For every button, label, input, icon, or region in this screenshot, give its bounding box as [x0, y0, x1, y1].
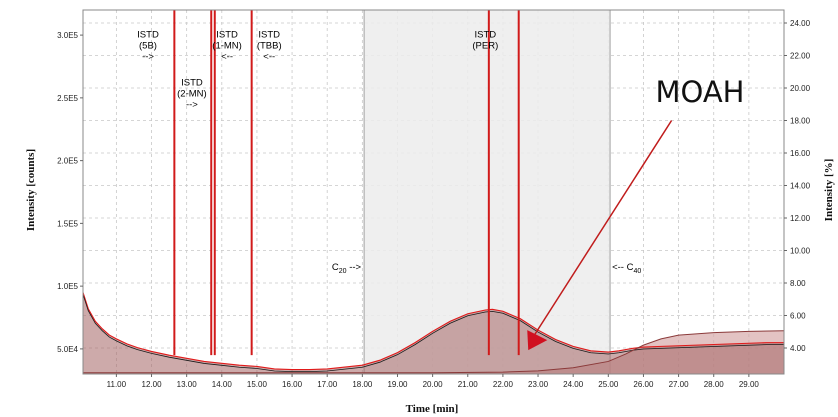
y2-tick-label: 12.00 — [790, 214, 811, 223]
x-tick-label: 15.00 — [247, 380, 268, 389]
x-tick-label: 11.00 — [107, 380, 127, 389]
y2-tick-label: 8.00 — [790, 279, 806, 288]
x-tick-label: 27.00 — [669, 380, 690, 389]
y2-tick-label: 6.00 — [790, 312, 806, 321]
moah-label: MOAH — [656, 75, 745, 109]
y-tick-label: 1.5E5 — [57, 219, 78, 228]
y2-tick-label: 18.00 — [790, 117, 811, 126]
y2-tick-label: 24.00 — [790, 19, 811, 28]
x-tick-label: 25.00 — [598, 380, 619, 389]
x-tick-label: 22.00 — [493, 380, 514, 389]
x-tick-label: 26.00 — [633, 380, 654, 389]
region-start-label: C20 --> — [332, 262, 362, 275]
x-tick-label: 12.00 — [142, 380, 163, 389]
moah-arrow-head — [527, 330, 548, 351]
y-tick-label: 5.0E4 — [57, 345, 78, 354]
y-tick-label: 3.0E5 — [57, 31, 78, 40]
x-tick-label: 14.00 — [212, 380, 233, 389]
peak-label: ISTD (1-MN) <-- — [212, 30, 242, 63]
y2-tick-label: 10.00 — [790, 247, 811, 256]
chromatogram-line — [82, 292, 784, 371]
moah-arrow-line — [528, 120, 673, 344]
peak-layer: ISTD (5B) --> ISTD (2-MN) -->ISTD (1-MN) <-- IST… — [137, 10, 520, 356]
y2-tick-label: 22.00 — [790, 52, 811, 61]
peak-label: ISTD (2-MN) --> — [177, 77, 207, 110]
peak-label: ISTD (TBB) <-- — [257, 30, 282, 63]
x-tick-label: 16.00 — [282, 380, 303, 389]
x-tick-label: 21.00 — [458, 380, 479, 389]
x-tick-label: 19.00 — [387, 380, 408, 389]
y2-tick-label: 16.00 — [790, 149, 811, 158]
x-tick-label: 29.00 — [739, 380, 760, 389]
y2-axis-title: Intensity [%] — [823, 159, 835, 222]
x-tick-label: 24.00 — [563, 380, 584, 389]
y2-tick-label: 14.00 — [790, 182, 811, 191]
region-end-label: <-- C40 — [612, 262, 641, 275]
y-tick-label: 2.0E5 — [57, 157, 78, 166]
baseline-line — [83, 330, 785, 374]
x-axis-title: Time [min] — [406, 403, 459, 415]
x-tick-label: 20.00 — [423, 380, 444, 389]
x-tick-label: 23.00 — [528, 380, 549, 389]
chromatogram-trace — [82, 294, 784, 373]
y2-tick-label: 20.00 — [790, 84, 811, 93]
x-tick-label: 28.00 — [704, 380, 725, 389]
y-tick-label: 1.0E5 — [57, 282, 78, 291]
y-tick-label: 2.5E5 — [57, 94, 78, 103]
series-layer — [82, 292, 785, 374]
y-axis: 5.0E4 1.0E5 1.5E5 2.0E5 2.5E5 3.0E5 — [57, 31, 83, 354]
y2-tick-label: 4.00 — [790, 344, 806, 353]
y-axis-title: Intensity [counts] — [25, 149, 37, 231]
peak-label: ISTD (PER) — [472, 30, 498, 52]
x-axis: 11.00 12.00 13.00 14.00 15.00 16.00 17.00 18.00… — [107, 374, 760, 389]
plot-frame — [82, 9, 785, 375]
peak-label: ISTD (5B) --> — [137, 30, 159, 63]
y2-axis: 4.00 6.00 8.00 10.00 12.00 14.00 16.00 18.00 20.… — [784, 19, 811, 353]
x-tick-label: 18.00 — [352, 380, 373, 389]
x-tick-label: 17.00 — [317, 380, 338, 389]
moah-annotation: MOAH — [527, 75, 745, 351]
x-tick-label: 13.00 — [177, 380, 198, 389]
